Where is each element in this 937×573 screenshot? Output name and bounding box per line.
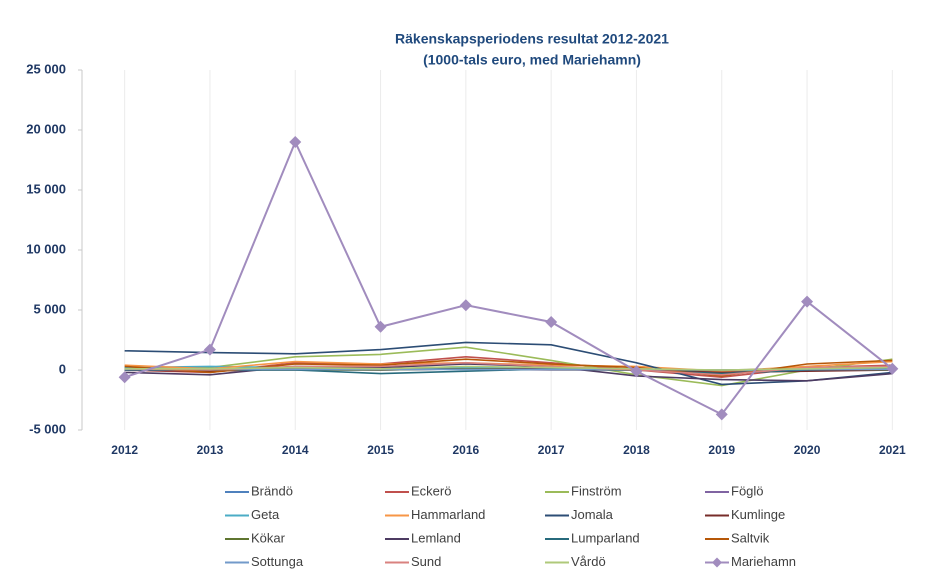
point-marker (374, 320, 387, 333)
x-tick-label: 2017 (538, 443, 565, 457)
x-tick-label: 2015 (367, 443, 394, 457)
legend-label: Finström (571, 483, 622, 498)
point-marker (545, 316, 558, 328)
point-marker (715, 408, 728, 421)
y-tick-label: 15 000 (26, 181, 66, 196)
x-tick-label: 2021 (879, 443, 906, 457)
legend-label: Saltvik (731, 530, 770, 545)
legend-label: Mariehamn (731, 554, 796, 569)
legend-label: Kumlinge (731, 507, 785, 522)
series-line (124, 139, 893, 416)
legend-label: Sund (411, 554, 441, 569)
legend-label: Lumparland (571, 530, 640, 545)
x-tick-label: 2018 (623, 443, 650, 457)
legend-label: Kökar (251, 530, 286, 545)
y-tick-label: 25 000 (26, 61, 66, 76)
legend-marker (712, 557, 722, 568)
point-marker (630, 365, 643, 378)
legend-label: Brändö (251, 483, 293, 498)
legend-label: Lemland (411, 530, 461, 545)
point-marker (886, 362, 899, 375)
x-tick-label: 2014 (282, 443, 309, 457)
legend-label: Vårdö (571, 554, 606, 569)
legend-label: Geta (251, 507, 280, 522)
y-tick-label: -5 000 (29, 421, 66, 436)
point-marker (801, 295, 814, 308)
legend-label: Eckerö (411, 483, 451, 498)
point-marker (118, 371, 131, 384)
legend-label: Hammarland (411, 507, 485, 522)
y-tick-label: 0 (59, 361, 66, 376)
point-marker (289, 136, 302, 148)
series-line (124, 341, 893, 386)
x-tick-label: 2016 (452, 443, 479, 457)
y-tick-label: 20 000 (26, 121, 66, 136)
y-tick-label: 5 000 (33, 301, 66, 316)
legend-label: Jomala (571, 507, 614, 522)
x-tick-label: 2012 (111, 443, 138, 457)
point-marker (203, 343, 216, 356)
y-tick-label: 10 000 (26, 241, 66, 256)
x-tick-label: 2013 (197, 443, 224, 457)
x-tick-label: 2019 (708, 443, 735, 457)
x-tick-label: 2020 (794, 443, 821, 457)
chart-subtitle: (1000-tals euro, med Mariehamn) (423, 52, 641, 68)
series-line (124, 346, 893, 387)
legend-label: Sottunga (251, 554, 304, 569)
legend-label: Föglö (731, 483, 764, 498)
point-marker (459, 299, 472, 312)
chart-title: Räkenskapsperiodens resultat 2012-2021 (395, 31, 669, 47)
series-line (124, 365, 893, 371)
